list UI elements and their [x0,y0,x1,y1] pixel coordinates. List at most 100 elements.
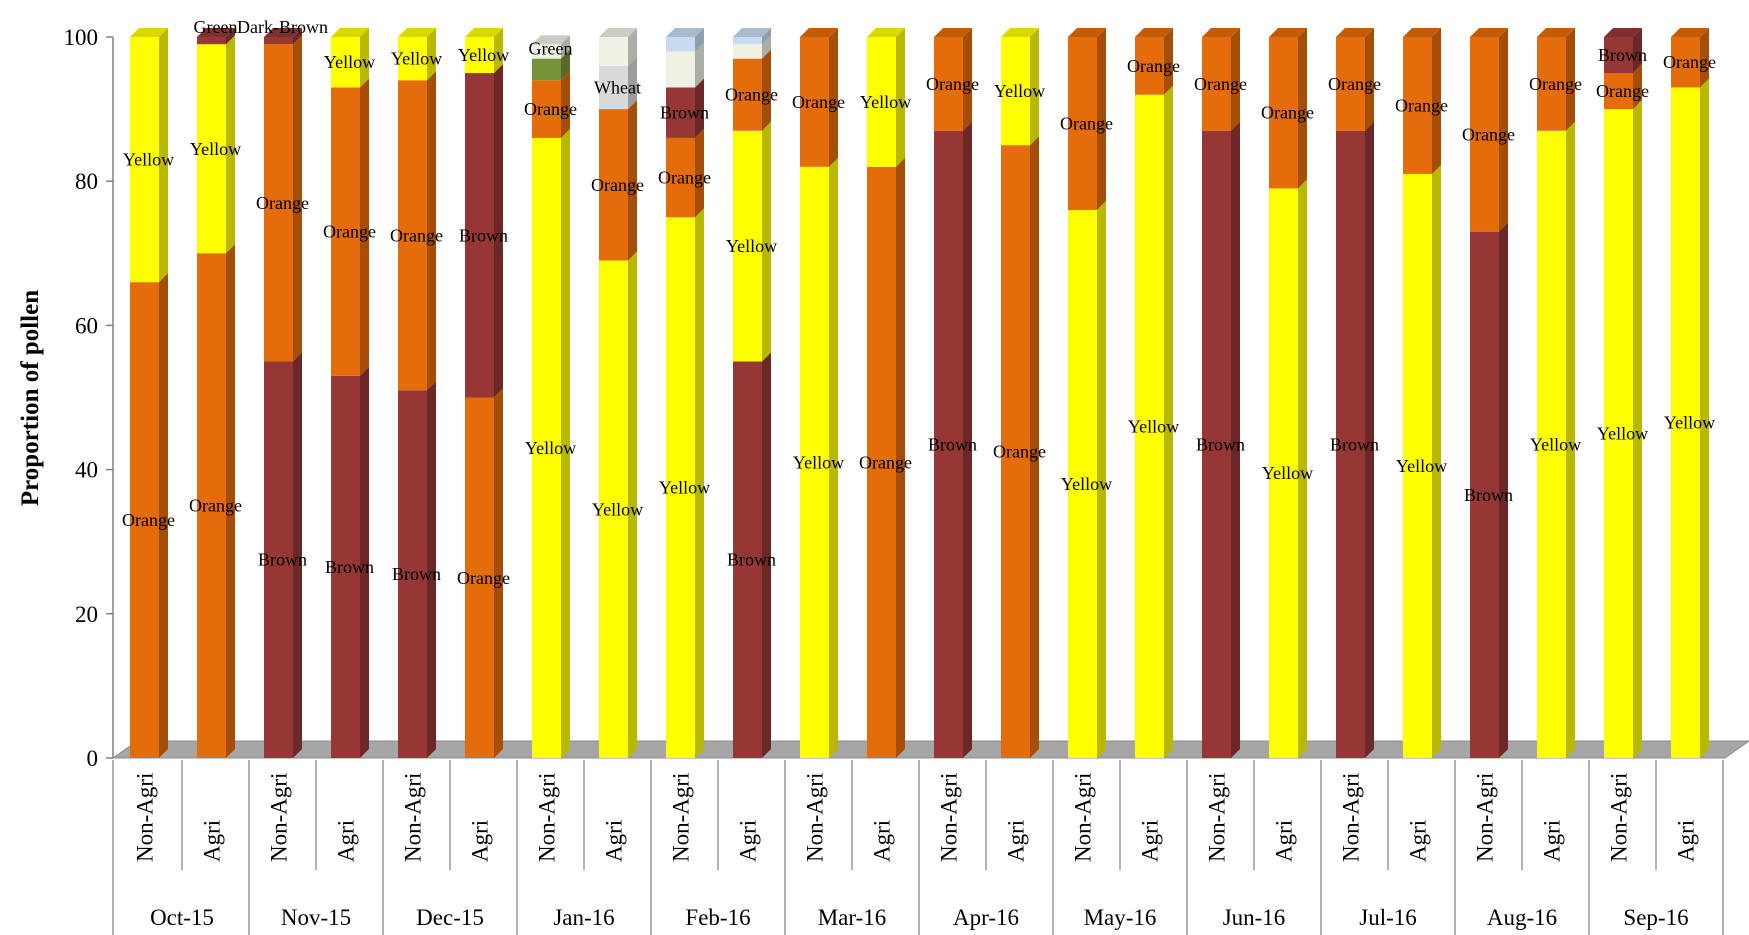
data-label: Yellow [1530,434,1581,454]
data-label: Orange [189,496,242,516]
site-tick-label: Non-Agri [1607,773,1632,862]
data-label: Orange [256,193,309,213]
data-label: Yellow [391,49,442,69]
site-tick-label: Agri [1674,820,1699,862]
data-label: Green [194,17,238,37]
data-label: Yellow [994,81,1045,101]
data-label: Orange [792,92,845,112]
y-axis-title: Proportion of pollen [17,290,44,506]
data-label: Yellow [525,438,576,458]
data-label: Yellow [324,52,375,72]
bar-segment [666,37,695,51]
month-tick-label: May-16 [1084,905,1157,930]
data-label: Yellow [726,236,777,256]
site-tick-label: Agri [468,820,493,862]
data-label: Yellow [1396,456,1447,476]
bar-segment [599,37,628,66]
data-label: Orange [1127,56,1180,76]
month-tick-label: Jun-16 [1223,905,1286,930]
x-axis: Non-Agri Agri Non-Agri Agri Non-Agri Agri Non-… [113,760,1723,935]
site-tick-label: Non-Agri [1473,773,1498,862]
y-tick-label: 80 [75,169,98,194]
bar-segment [666,51,695,87]
bar-segment [733,44,762,58]
data-label: Orange [1194,74,1247,94]
site-tick-label: Non-Agri [803,773,828,862]
month-tick-label: Feb-16 [685,905,750,930]
data-label: Brown [325,557,374,577]
data-label: Yellow [1664,413,1715,433]
y-tick-label: 100 [64,25,99,50]
data-label: Orange [1261,103,1314,123]
data-label: Orange [1663,52,1716,72]
site-tick-label: Agri [1004,820,1029,862]
month-tick-label: Aug-16 [1487,905,1557,930]
data-label: Dark-Brown [237,17,328,37]
site-tick-label: Agri [602,820,627,862]
data-label: Brown [459,225,508,245]
data-label: Orange [993,442,1046,462]
site-tick-label: Agri [870,820,895,862]
data-label: Orange [1060,114,1113,134]
month-tick-label: Dec-15 [416,905,484,930]
data-label: Brown [660,103,709,123]
data-label: Yellow [860,92,911,112]
data-label: Orange [1328,74,1381,94]
data-label: Yellow [793,452,844,472]
month-tick-label: Apr-16 [953,905,1019,930]
data-label: Brown [1330,434,1379,454]
data-label: Orange [323,222,376,242]
bar-segment [197,37,226,44]
site-tick-label: Agri [334,820,359,862]
data-label: Orange [859,452,912,472]
site-tick-label: Agri [1272,820,1297,862]
data-label: Orange [457,568,510,588]
y-tick-label: 0 [87,746,99,771]
bar-segment [532,59,561,81]
month-tick-label: Sep-16 [1623,905,1688,930]
month-tick-label: Mar-16 [818,905,887,930]
site-tick-label: Agri [1138,820,1163,862]
site-tick-label: Agri [1406,820,1431,862]
data-label: Orange [524,99,577,119]
data-label: Orange [1395,95,1448,115]
data-label: Orange [1596,81,1649,101]
site-tick-label: Non-Agri [1205,773,1230,862]
data-label: Yellow [592,499,643,519]
site-tick-label: Non-Agri [267,773,292,862]
data-label: Yellow [1262,463,1313,483]
data-label: Brown [1464,485,1513,505]
site-tick-label: Non-Agri [133,773,158,862]
data-label: Green [529,39,573,59]
data-label: Yellow [190,139,241,159]
month-tick-label: Oct-15 [150,905,214,930]
data-label: Yellow [1597,424,1648,444]
y-axis: 020406080100 [64,25,114,771]
data-label: Brown [258,550,307,570]
data-label: Orange [390,225,443,245]
data-label: Orange [591,175,644,195]
data-label: Brown [1598,45,1647,65]
data-label: Yellow [1061,474,1112,494]
data-label: Wheat [594,77,641,97]
site-tick-label: Non-Agri [1339,773,1364,862]
site-tick-label: Agri [200,820,225,862]
data-label: Orange [926,74,979,94]
data-label: Orange [725,85,778,105]
data-label: Yellow [1128,416,1179,436]
bar-segment [264,37,293,44]
data-label: Yellow [458,45,509,65]
data-label: Yellow [123,150,174,170]
site-tick-label: Non-Agri [937,773,962,862]
site-tick-label: Agri [1540,820,1565,862]
data-label: Yellow [659,478,710,498]
site-tick-label: Non-Agri [401,773,426,862]
y-tick-label: 20 [75,602,98,627]
site-tick-label: Non-Agri [535,773,560,862]
data-label: Orange [658,168,711,188]
data-label: Brown [1196,434,1245,454]
data-label: Orange [122,510,175,530]
data-label: Orange [1529,74,1582,94]
data-label: Brown [727,550,776,570]
